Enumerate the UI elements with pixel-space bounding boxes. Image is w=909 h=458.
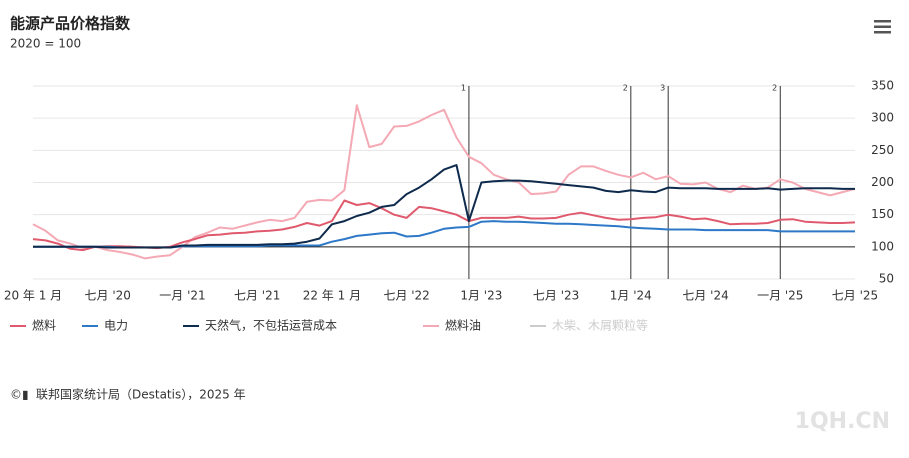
x-tick-label: 一月 '25: [757, 289, 803, 303]
x-tick-label: 20 年 1 月: [4, 289, 62, 303]
y-tick-label: 150: [871, 207, 894, 221]
x-tick-label: 七月 '23: [533, 289, 579, 303]
x-tick-label: 1月 '24: [610, 289, 652, 303]
annotation-label: 2: [623, 84, 628, 93]
chart-title: 能源产品价格指数: [10, 15, 131, 33]
x-tick-label: 1月 '23: [460, 289, 502, 303]
legend-label[interactable]: 木柴、木屑颗粒等: [552, 318, 648, 333]
series-line: [32, 199, 856, 252]
x-tick-label: 七月 '22: [383, 289, 429, 303]
annotation-label: 2: [772, 84, 777, 93]
legend-label[interactable]: 燃料油: [445, 318, 481, 333]
annotation-label: 3: [660, 84, 665, 93]
x-tick-label: 一月 '21: [159, 289, 205, 303]
watermark: 1QH.CN: [795, 409, 890, 434]
x-tick-label: 七月 '25: [832, 289, 878, 303]
chart-subtitle: 2020 = 100: [10, 37, 81, 51]
x-tick-label: 七月 '24: [682, 289, 728, 303]
legend-label[interactable]: 燃料: [32, 318, 56, 333]
legend-label[interactable]: 天然气，不包括运营成本: [205, 318, 337, 333]
y-tick-label: 350: [871, 79, 894, 93]
legend-label[interactable]: 电力: [104, 319, 128, 333]
source: 联邦国家统计局（Destatis），2025 年: [36, 387, 246, 402]
x-tick-label: 22 年 1 月: [303, 289, 361, 303]
y-tick-label: 250: [871, 143, 894, 157]
x-tick-label: 七月 '20: [85, 289, 131, 303]
y-tick-label: 200: [871, 175, 894, 189]
menu-icon[interactable]: [874, 20, 891, 34]
series-line: [33, 164, 855, 249]
series-line: [32, 104, 856, 260]
source-icon: ©▮: [10, 388, 29, 402]
y-tick-label: 100: [871, 239, 894, 253]
x-tick-label: 七月 '21: [234, 289, 280, 303]
annotation-label: 1: [461, 84, 466, 93]
y-tick-label: 50: [879, 272, 894, 286]
y-tick-label: 300: [871, 111, 894, 125]
